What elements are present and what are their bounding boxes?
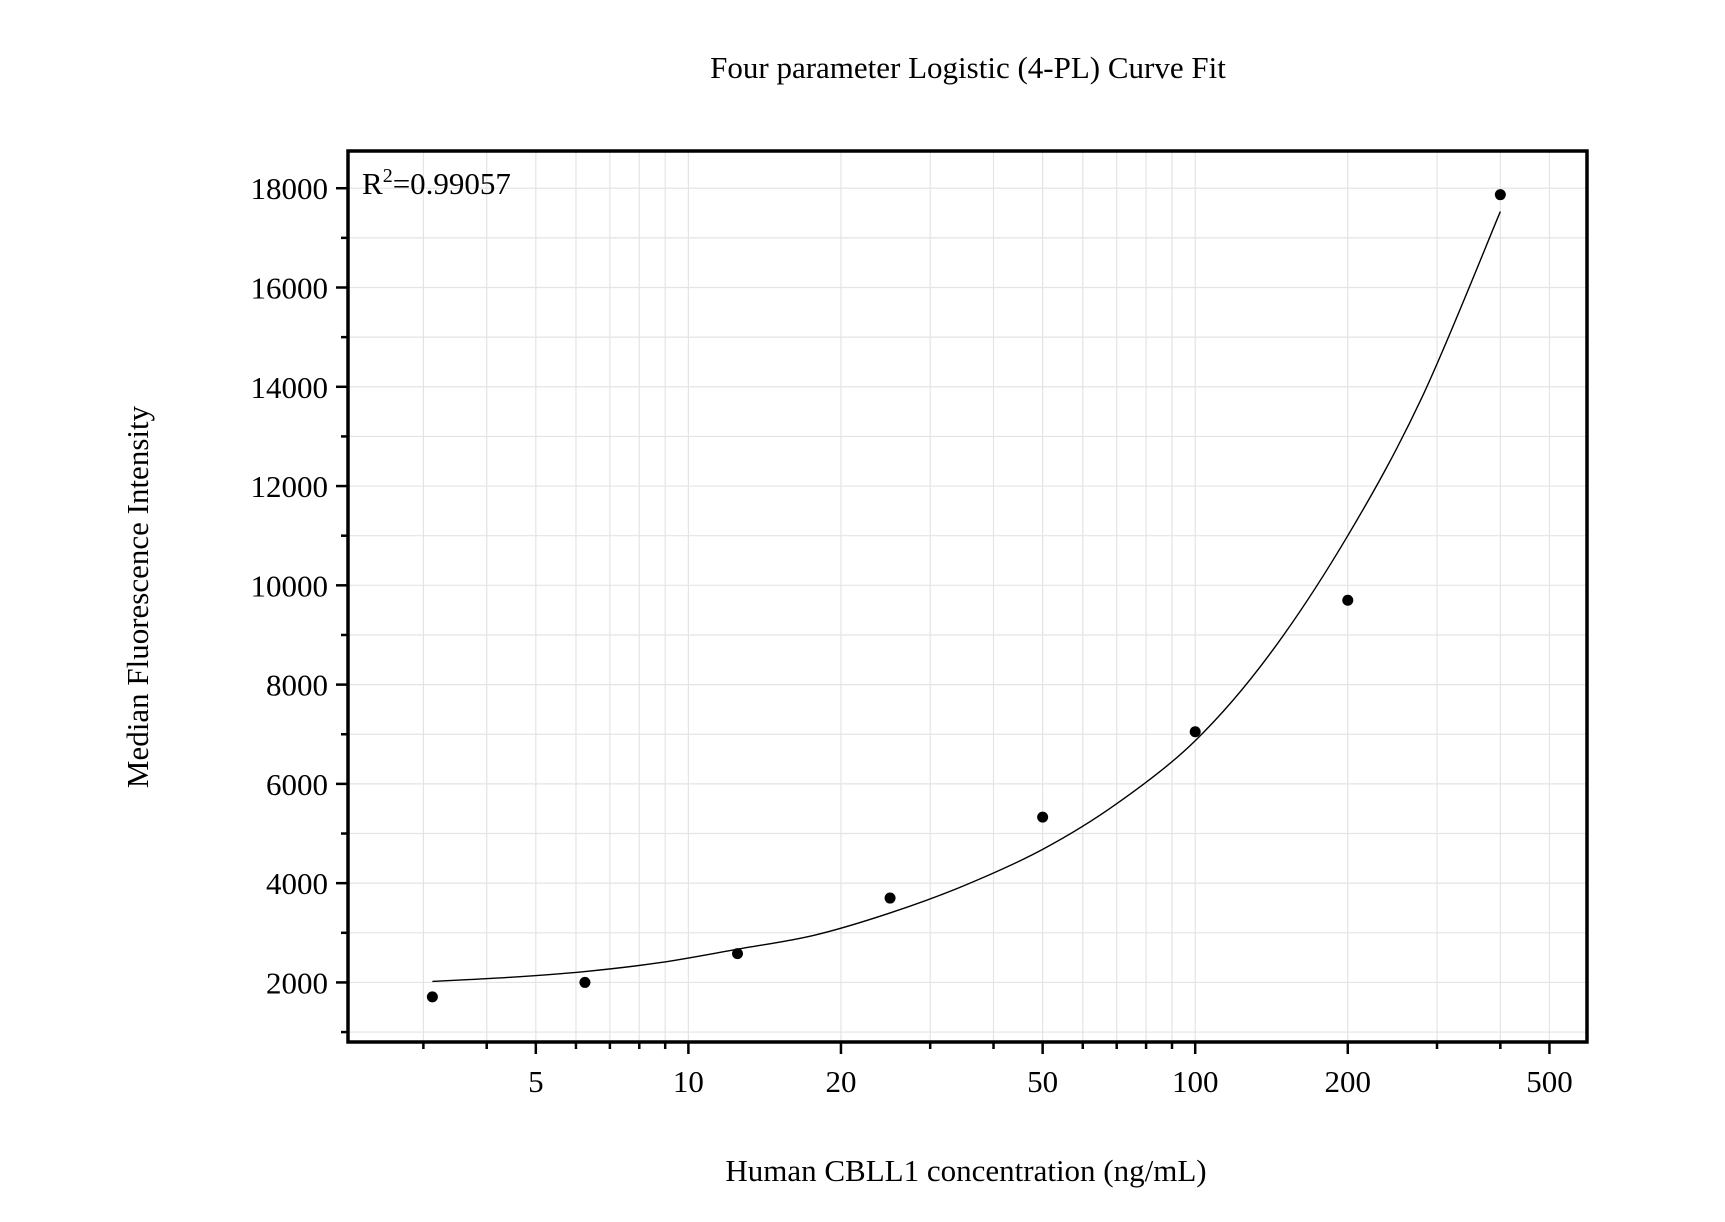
x-tick-label: 500: [1526, 1064, 1573, 1099]
data-point: [884, 892, 896, 904]
x-tick-label: 100: [1172, 1064, 1219, 1099]
y-tick-label: 6000: [266, 767, 328, 802]
y-tick-label: 2000: [266, 965, 328, 1000]
y-tick-label: 10000: [251, 568, 329, 603]
data-point: [1494, 189, 1506, 201]
x-tick-label: 10: [673, 1064, 704, 1099]
data-point: [426, 991, 438, 1003]
y-tick-label: 18000: [251, 171, 329, 206]
x-tick-label: 20: [825, 1064, 856, 1099]
y-tick-label: 4000: [266, 866, 328, 901]
plot: [426, 189, 1506, 1003]
grid: [348, 151, 1587, 1042]
plot-frame: [346, 149, 1589, 1044]
data-point: [1189, 726, 1201, 738]
fit-curve: [432, 211, 1501, 983]
annotation-text: =0.99057: [393, 166, 511, 201]
y-tick-label: 14000: [251, 370, 329, 405]
x-tick-label: 50: [1027, 1064, 1058, 1099]
data-point: [1037, 811, 1049, 823]
annotation-base: R: [362, 166, 383, 201]
y-tick-label: 8000: [266, 668, 328, 703]
data-point: [1342, 594, 1354, 606]
y-tick-label: 16000: [251, 271, 329, 306]
data-point: [732, 948, 744, 960]
annotation-sup: 2: [383, 165, 393, 187]
x-tick-label: 5: [528, 1064, 544, 1099]
y-axis-label: Median Fluorescence Intensity: [120, 405, 155, 788]
y-tick-label: 12000: [251, 469, 329, 504]
annotation: R2=0.99057: [362, 165, 511, 201]
x-axis-label: Human CBLL1 concentration (ng/mL): [725, 1153, 1206, 1188]
x-tick-label: 200: [1325, 1064, 1372, 1099]
data-point: [579, 976, 591, 988]
chart-title: Four parameter Logistic (4-PL) Curve Fit: [710, 50, 1226, 85]
